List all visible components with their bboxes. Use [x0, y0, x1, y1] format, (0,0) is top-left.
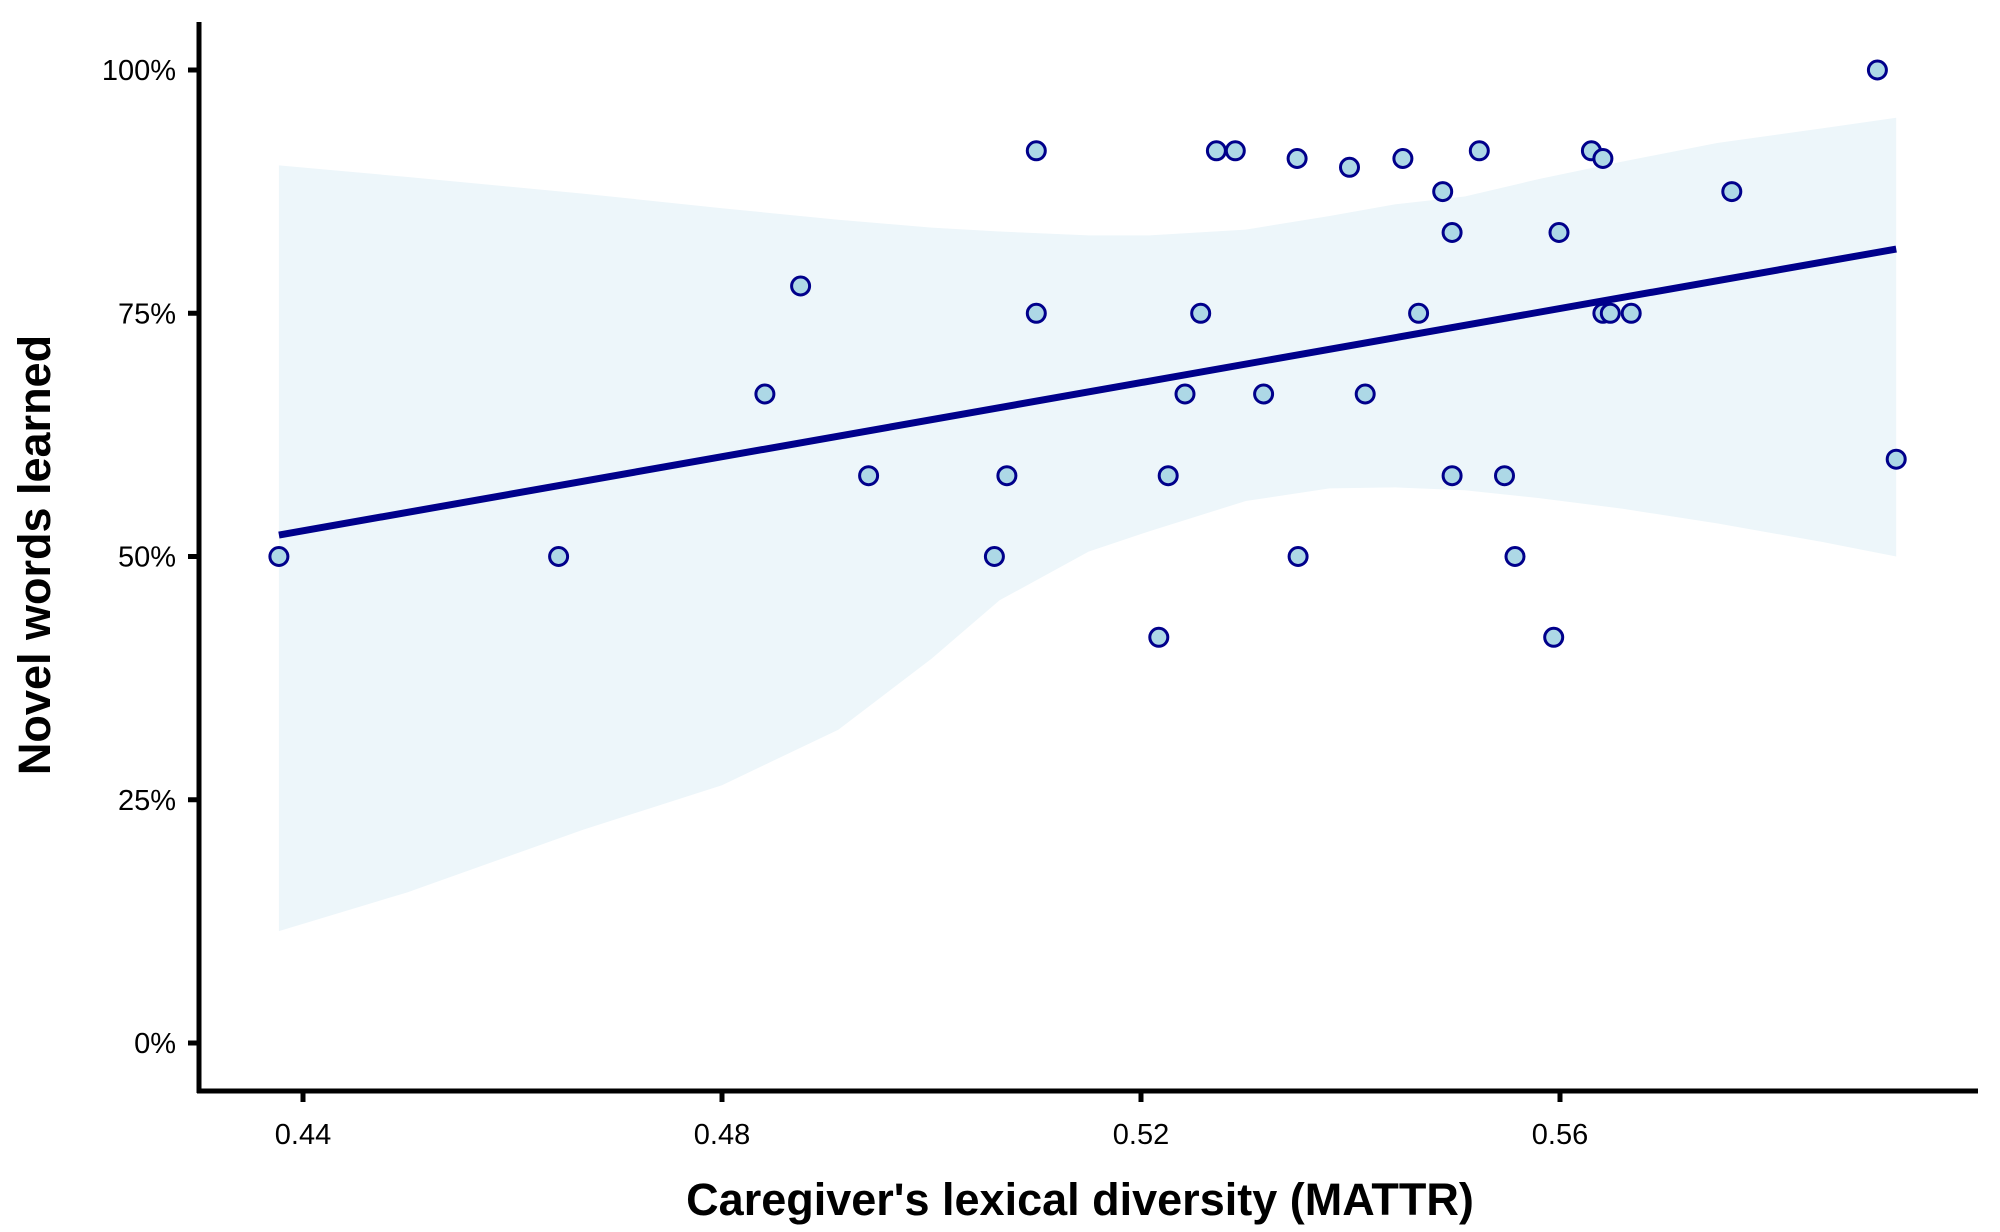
x-tick-label: 0.56: [1532, 1119, 1588, 1151]
data-point: [1339, 156, 1360, 178]
data-point: [1432, 181, 1454, 203]
data-point: [1174, 383, 1196, 405]
data-point: [1253, 383, 1275, 405]
data-point: [1441, 465, 1463, 487]
data-point: [1392, 148, 1414, 169]
data-point: [268, 546, 290, 567]
data-point: [1286, 148, 1308, 169]
data-point: [1025, 140, 1047, 162]
data-point: [1468, 140, 1490, 162]
confidence-band-layer: [278, 117, 1897, 932]
ticks: 0.44 0.48 0.52 0.56 0% 25% 50% 75% 100%: [102, 55, 1588, 1151]
data-point: [1543, 626, 1565, 648]
data-point: [1599, 302, 1621, 324]
y-tick-label: 25%: [118, 785, 176, 817]
data-point: [858, 465, 880, 487]
data-point: [1224, 140, 1246, 162]
confidence-band: [278, 117, 1897, 932]
data-point: [1885, 448, 1907, 470]
data-point: [1441, 222, 1463, 243]
regression-line: [278, 245, 1897, 539]
y-tick-label: 0%: [134, 1028, 176, 1060]
data-point: [996, 465, 1018, 487]
fit-line-layer: [278, 245, 1897, 539]
data-point: [790, 275, 812, 297]
data-point: [1721, 181, 1743, 203]
data-point: [1592, 148, 1614, 169]
data-point: [1205, 140, 1227, 162]
data-point: [1494, 465, 1515, 487]
data-point: [1504, 546, 1526, 567]
y-axis-title: Novel words learned: [9, 335, 60, 775]
x-tick-label: 0.44: [275, 1119, 331, 1151]
data-point: [754, 383, 776, 405]
data-point: [1148, 626, 1170, 648]
data-point: [1287, 546, 1309, 567]
data-point: [1620, 302, 1642, 324]
data-point: [1354, 383, 1376, 405]
y-tick-label: 75%: [118, 298, 176, 330]
data-point: [1025, 302, 1047, 324]
x-tick-label: 0.48: [694, 1119, 750, 1151]
data-point: [1408, 302, 1430, 324]
x-axis-title: Caregiver's lexical diversity (MATTR): [686, 1174, 1474, 1225]
data-point: [1548, 222, 1570, 243]
data-point: [1157, 465, 1179, 487]
data-point: [1866, 59, 1888, 81]
points-layer: [268, 59, 1907, 648]
y-tick-label: 100%: [102, 55, 176, 87]
y-tick-label: 50%: [118, 542, 176, 574]
data-point: [548, 546, 570, 567]
data-point: [1190, 302, 1212, 324]
x-tick-label: 0.52: [1113, 1119, 1169, 1151]
data-point: [983, 546, 1005, 567]
